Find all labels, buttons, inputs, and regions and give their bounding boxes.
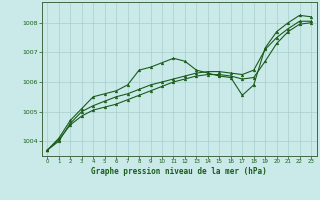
X-axis label: Graphe pression niveau de la mer (hPa): Graphe pression niveau de la mer (hPa): [91, 167, 267, 176]
